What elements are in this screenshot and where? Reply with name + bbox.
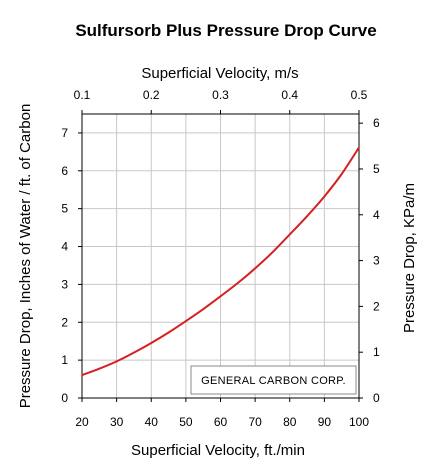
y-tick-label: 3 [61,277,68,291]
y-tick-label: 1 [61,353,68,367]
y2-axis-title: Pressure Drop, KPa/m [401,183,418,333]
y-tick-label: 2 [61,315,68,329]
y2-tick-label: 0 [373,391,380,405]
x2-tick-label: 0.4 [281,88,298,102]
series-point [288,233,291,236]
series-point [202,308,204,310]
axis-ticks [78,110,363,402]
x-tick-label: 90 [318,415,332,429]
y2-tick-label: 4 [373,208,380,222]
x2-tick-label: 0.3 [212,88,229,102]
x-tick-label: 30 [110,415,124,429]
series-point [254,267,256,270]
series-layer [81,146,360,377]
series-point [185,320,187,322]
y2-tick-label: 1 [373,345,380,359]
x-tick-label: 80 [283,415,297,429]
series-point [271,251,274,254]
x2-tick-label: 0.2 [143,88,160,102]
top-axis-title: Superficial Velocity, m/s [141,65,298,82]
grid-lines [81,114,360,399]
x2-tick-label: 0.1 [74,88,91,102]
annotation-box: GENERAL CARBON CORP. [190,365,357,395]
y2-tick-label: 3 [373,254,380,268]
y-tick-label: 6 [61,164,68,178]
annotation-text: GENERAL CARBON CORP. [201,375,346,387]
x-tick-label: 100 [349,415,369,429]
y-tick-label: 5 [61,202,68,216]
series-point [150,342,153,344]
series-point [340,173,343,175]
y2-tick-label: 6 [373,116,380,130]
y-tick-label: 7 [61,126,68,140]
x-axis-title: Superficial Velocity, ft./min [131,442,305,459]
series-point [98,367,101,370]
series-point [358,146,360,149]
series-point [81,374,83,376]
x-tick-label: 20 [75,415,89,429]
chart-title: Sulfursorb Plus Pressure Drop Curve [75,21,376,40]
x-tick-label: 40 [145,415,159,429]
x2-tick-label: 0.5 [351,88,368,102]
series-point [115,360,118,363]
series-point [306,215,308,217]
series-point [219,295,222,298]
y-tick-label: 0 [61,391,68,405]
series-point [237,282,239,284]
x-tick-label: 70 [248,415,262,429]
y2-tick-label: 2 [373,299,380,313]
x-tick-label: 60 [214,415,228,429]
series-point [133,351,135,354]
y-tick-label: 4 [61,240,68,254]
y2-tick-label: 5 [373,162,380,176]
x-tick-label: 50 [179,415,193,429]
y-axis-title: Pressure Drop, Inches of Water / ft. of … [17,104,34,409]
annotation-frame [190,365,357,395]
series-point [167,331,170,334]
series-point [323,195,326,198]
